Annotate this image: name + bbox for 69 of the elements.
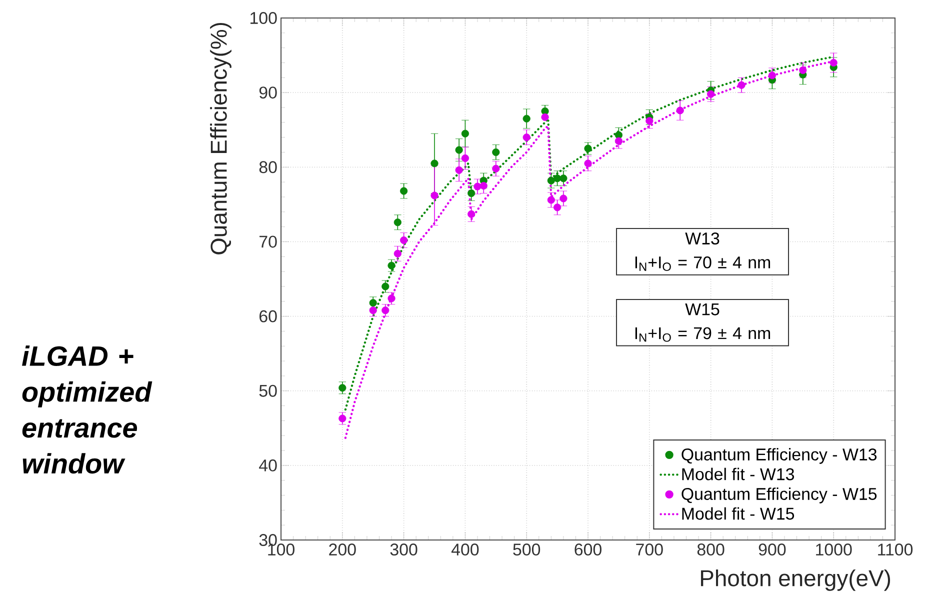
x-tick-label: 200 [329, 544, 356, 556]
y-axis-title: Quantum Efficiency(%) [210, 22, 232, 254]
point [400, 236, 408, 244]
text: iLGAD + optimized entrance window [22, 346, 152, 474]
point [614, 131, 623, 139]
legend-label: Model fit - W13 [682, 468, 794, 480]
x-tick-label: 1100 [878, 544, 913, 556]
x-tick-label: 400 [451, 544, 479, 556]
point [338, 414, 346, 422]
annotation: I$_{N}$+I$_{O}$ = 79 ± 4 nm [635, 327, 770, 342]
y-tick-label: 50 [259, 384, 277, 397]
point [468, 210, 476, 218]
point [676, 106, 684, 114]
point [461, 154, 470, 162]
point [455, 166, 463, 174]
point [388, 294, 396, 302]
point [584, 160, 592, 168]
point [492, 148, 500, 156]
x-tick-label: 1000 [816, 544, 852, 556]
point [382, 306, 390, 314]
point [394, 218, 402, 226]
point [522, 114, 530, 122]
point [474, 182, 482, 190]
point [547, 176, 555, 184]
annotation: I$_{N}$+I$_{O}$ = 70 ± 4 nm [635, 256, 770, 271]
x-tick-label: 700 [636, 544, 663, 556]
point [468, 189, 476, 198]
x-tick-label: 800 [697, 544, 724, 556]
x-tick-label: 900 [758, 544, 786, 556]
point [614, 137, 623, 145]
point [369, 299, 377, 307]
point [369, 306, 377, 314]
x-tick-label: 600 [574, 544, 602, 556]
x-tick-label: 500 [513, 544, 540, 556]
legend-label: Model fit - W15 [682, 507, 794, 520]
point [480, 182, 488, 190]
point [430, 192, 438, 200]
annotation: W13 [685, 232, 720, 244]
point [541, 113, 549, 121]
y-tick-label: 60 [260, 310, 277, 322]
point [388, 262, 396, 270]
point [646, 117, 654, 125]
y-tick-label: 40 [259, 459, 277, 472]
y-tick-label: 100 [250, 12, 277, 24]
y-tick-label: 90 [259, 86, 277, 99]
x-tick-label: 300 [390, 544, 418, 556]
point [492, 164, 500, 172]
point [394, 250, 402, 258]
legend-label: Quantum Efficiency - W13 [682, 448, 877, 464]
y-tick-label: 30 [259, 534, 277, 546]
point [461, 130, 470, 138]
x-axis-title: Photon energy(eV) [701, 570, 890, 591]
y-tick-label: 80 [259, 161, 277, 174]
point [338, 384, 346, 392]
point [455, 146, 463, 154]
point [584, 144, 592, 152]
point [400, 187, 408, 195]
y-tick-label: 70 [260, 236, 277, 248]
point [382, 282, 390, 290]
point [522, 134, 530, 142]
point [430, 160, 438, 168]
legend-label: Quantum Efficiency - W15 [682, 488, 877, 504]
x-tick-label: 100 [268, 544, 294, 556]
point [547, 196, 555, 204]
point [560, 174, 568, 182]
point [560, 194, 568, 202]
annotation: W15 [685, 303, 720, 316]
point [738, 81, 746, 89]
point [554, 204, 562, 212]
